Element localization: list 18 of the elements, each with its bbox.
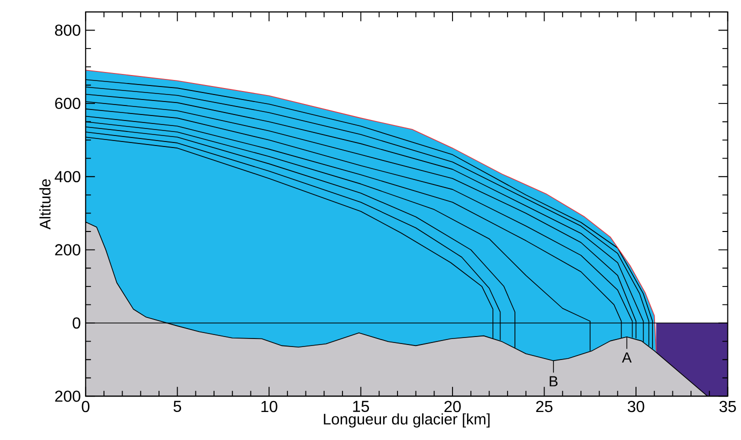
- x-tick-label: 0: [82, 400, 90, 412]
- y-tick-label: 200: [55, 390, 80, 402]
- y-axis-title: Altitude: [39, 179, 51, 230]
- y-tick-label: 400: [54, 170, 80, 182]
- x-tick-label: 5: [174, 400, 182, 412]
- x-tick-label: 30: [628, 400, 644, 412]
- y-tick-label: 200: [55, 244, 80, 256]
- y-tick-label: 600: [55, 98, 80, 110]
- x-axis-title: Longueur du glacier [km]: [324, 413, 490, 428]
- annotation: A: [622, 352, 632, 362]
- x-tick-label: 15: [353, 400, 369, 412]
- x-tick-label: 35: [719, 400, 736, 412]
- y-tick-label: 800: [55, 24, 80, 36]
- annotation: B: [550, 376, 558, 386]
- x-tick-label: 20: [444, 400, 461, 412]
- x-tick-label: 10: [261, 400, 278, 412]
- x-tick-label: 25: [536, 400, 552, 412]
- y-tick-label: 0: [72, 317, 80, 329]
